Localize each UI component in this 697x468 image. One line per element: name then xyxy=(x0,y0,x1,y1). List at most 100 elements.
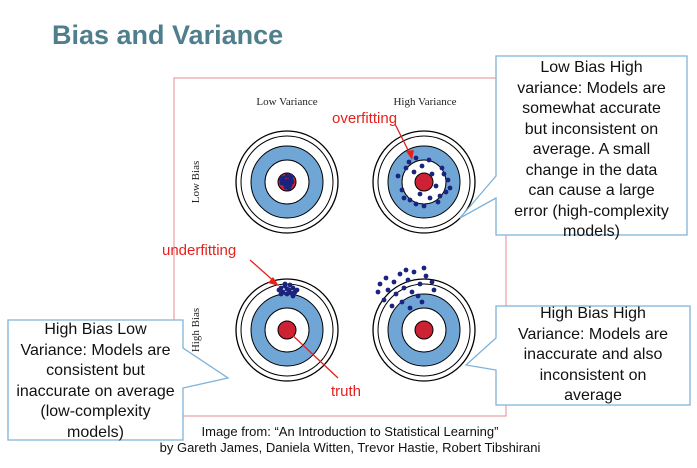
callout-low-bias-high-variance-box xyxy=(459,55,688,236)
bullseye-center xyxy=(414,172,434,192)
scatter-dot xyxy=(429,171,435,177)
scatter-dot xyxy=(278,176,284,182)
scatter-dot xyxy=(401,195,407,201)
scatter-dot xyxy=(385,287,391,293)
callout-line: inconsistent on xyxy=(539,366,647,384)
col-label-low-variance: Low Variance xyxy=(256,96,317,108)
truth-label: truth xyxy=(331,383,361,400)
scatter-dot xyxy=(290,293,296,299)
scatter-dot xyxy=(443,189,449,195)
caption-line-2: by Gareth James, Daniela Witten, Trevor … xyxy=(159,440,541,455)
diagram-frame xyxy=(173,77,507,417)
callout-line: average xyxy=(564,387,622,404)
target-high-bias-high-variance xyxy=(372,265,476,382)
underfitting-arrow xyxy=(249,259,279,286)
callout-line: models) xyxy=(67,423,124,441)
callout-high-bias-low-variance: High Bias Low Variance: Models are consi… xyxy=(10,320,181,443)
scatter-dot xyxy=(415,293,421,299)
callout-line: error (high-complexity xyxy=(514,202,669,220)
scatter-dot xyxy=(377,281,383,287)
scatter-dot xyxy=(393,291,399,297)
scatter-dot xyxy=(284,286,290,292)
callout-line: change in the data xyxy=(525,161,658,179)
callout-line: can cause a large xyxy=(528,182,655,199)
overfitting-arrow xyxy=(394,123,414,160)
scatter-dot xyxy=(399,187,405,193)
callout-high-bias-high-variance: High Bias High Variance: Models are inac… xyxy=(500,304,686,407)
scatter-dot xyxy=(407,197,413,203)
scatter-dot xyxy=(423,273,429,279)
scatter-dot xyxy=(405,277,411,283)
scatter-dot xyxy=(288,173,294,179)
scatter-dot xyxy=(381,297,387,303)
scatter-dot xyxy=(419,299,425,305)
scatter-dot xyxy=(290,285,296,291)
scatter-dot xyxy=(437,193,443,199)
callout-line: Variance: Models are xyxy=(20,341,171,359)
scatter-dot xyxy=(421,203,427,209)
callout-line: (low-complexity xyxy=(40,403,151,420)
target-high-bias-low-variance xyxy=(235,278,339,382)
callout-line: somewhat accurate xyxy=(522,100,661,117)
scatter-dot xyxy=(399,299,405,305)
col-label-high-variance: High Variance xyxy=(393,96,456,108)
scatter-dot xyxy=(383,275,389,281)
callout-low-bias-high-variance: Low Bias High variance: Models are somew… xyxy=(500,58,683,243)
callout-line: inaccurate and also xyxy=(523,346,663,363)
callout-line: models) xyxy=(563,223,620,240)
callout-high-bias-high-variance-box xyxy=(464,305,691,406)
scatter-dot xyxy=(417,191,423,197)
scatter-dot xyxy=(391,279,397,285)
callout-line: but inconsistent on xyxy=(524,120,659,138)
scatter-dot xyxy=(411,169,417,175)
scatter-dot xyxy=(445,177,451,183)
scatter-dot xyxy=(289,179,295,185)
row-label-low-bias: Low Bias xyxy=(190,161,202,203)
scatter-dot xyxy=(447,185,453,191)
scatter-dot xyxy=(411,269,417,275)
scatter-dot xyxy=(403,267,409,273)
scatter-dot xyxy=(401,285,407,291)
callout-line: High Bias High xyxy=(540,305,646,322)
scatter-dot xyxy=(433,183,439,189)
bullseye-center xyxy=(414,320,434,340)
scatter-dot xyxy=(409,289,415,295)
scatter-dot xyxy=(431,287,437,293)
scatter-dot xyxy=(439,165,445,171)
scatter-dot xyxy=(294,287,300,293)
scatter-dot xyxy=(389,303,395,309)
truth-arrow xyxy=(288,331,339,379)
callout-high-bias-low-variance-box xyxy=(7,319,230,441)
callout-line: average. A small xyxy=(532,141,651,158)
scatter-dot xyxy=(278,291,284,297)
callout-line: High Bias Low xyxy=(44,321,147,338)
callout-line: consistent but xyxy=(46,362,145,379)
scatter-dot xyxy=(435,199,441,205)
scatter-dot xyxy=(287,282,293,288)
scatter-dot xyxy=(397,271,403,277)
scatter-dot xyxy=(284,173,290,179)
callout-line: Variance: Models are xyxy=(518,325,668,343)
scatter-dot xyxy=(407,305,413,311)
scatter-dot xyxy=(426,157,432,163)
scatter-dot xyxy=(282,281,288,287)
scatter-dot xyxy=(441,171,447,177)
image-credit-caption: Image from: “An Introduction to Statisti… xyxy=(150,424,550,456)
scatter-dot xyxy=(403,165,409,171)
underfitting-label: underfitting xyxy=(162,242,236,259)
scatter-dot xyxy=(413,155,419,161)
scatter-dot xyxy=(413,201,419,207)
scatter-dot xyxy=(276,287,282,293)
page-title: Bias and Variance xyxy=(52,20,284,50)
target-low-bias-high-variance xyxy=(372,130,476,234)
scatter-dot xyxy=(421,265,427,271)
callout-line: inaccurate on average xyxy=(16,382,175,400)
overfitting-label: overfitting xyxy=(332,110,397,127)
scatter-dot xyxy=(375,289,381,295)
callout-line: variance: Models are xyxy=(517,79,666,97)
scatter-dot xyxy=(395,173,401,179)
scatter-dot xyxy=(429,279,435,285)
row-label-high-bias: High Bias xyxy=(190,308,202,352)
scatter-dot xyxy=(285,178,291,184)
